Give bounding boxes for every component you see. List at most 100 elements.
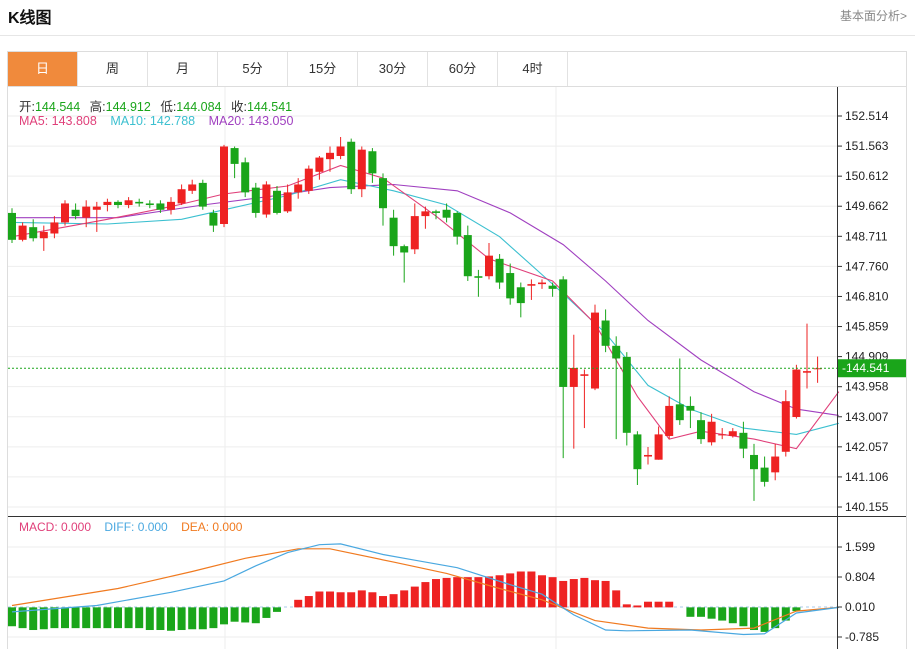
candle-body-56	[601, 320, 610, 346]
macd-bar-34	[368, 592, 377, 608]
macd-tick-label-0: 1.599	[845, 540, 875, 554]
candle-body-1	[18, 225, 27, 240]
low-label: 低:	[160, 100, 177, 114]
tab-day[interactable]: 日	[8, 52, 78, 86]
macd-bar-49	[527, 571, 536, 608]
macd-bar-52	[559, 580, 568, 608]
candle-body-71	[760, 467, 769, 482]
ma10-line	[11, 179, 839, 435]
macd-bar-22	[241, 607, 250, 623]
current-price-tag	[838, 359, 906, 378]
price-tick-label-6: 146.810	[845, 289, 889, 303]
macd-bar-7	[82, 607, 91, 629]
macd-bar-65	[697, 607, 705, 617]
candle-body-66	[707, 421, 716, 443]
macd-bar-71	[760, 607, 769, 632]
tab-30min[interactable]: 30分	[358, 52, 428, 86]
candle-body-20	[220, 146, 228, 225]
candle-body-38	[410, 216, 419, 250]
macd-bar-40	[432, 579, 440, 608]
candle-body-60	[644, 454, 652, 457]
macd-bar-0	[8, 607, 16, 627]
candle-body-62	[665, 405, 674, 436]
macd-bar-5	[61, 607, 69, 629]
macd-bar-57	[612, 590, 621, 608]
candle-body-34	[368, 151, 377, 174]
candle-body-16	[177, 189, 186, 204]
price-tick-label-0: 152.514	[845, 109, 889, 123]
candle-body-6	[71, 209, 80, 217]
candle-body-7	[82, 206, 91, 218]
period-tabs: 日 周 月 5分 15分 30分 60分 4时	[7, 51, 907, 87]
candle-body-44	[474, 276, 483, 278]
macd-bar-69	[739, 607, 748, 627]
close-label: 收:	[230, 100, 247, 114]
macd-bar-10	[114, 607, 122, 629]
price-tick-label-3: 149.662	[845, 199, 889, 213]
tab-4hour[interactable]: 4时	[498, 52, 568, 86]
candle-body-75	[803, 371, 811, 373]
macd-bar-73	[781, 607, 790, 621]
macd-bar-56	[601, 580, 610, 608]
macd-bar-23	[251, 607, 260, 624]
candle-body-28	[304, 168, 313, 191]
macd-bar-38	[410, 586, 419, 608]
tab-60min[interactable]: 60分	[428, 52, 498, 86]
candle-body-45	[485, 255, 493, 277]
macd-bar-16	[177, 607, 186, 631]
macd-bar-29	[315, 591, 324, 608]
candle-body-11	[124, 200, 133, 206]
macd-bar-4	[50, 607, 59, 629]
tab-month[interactable]: 月	[148, 52, 218, 86]
macd-bar-51	[548, 577, 557, 608]
macd-bar-17	[188, 607, 197, 630]
candle-body-5	[61, 203, 69, 223]
macd-bar-59	[633, 605, 642, 608]
candle-body-23	[251, 187, 260, 213]
macd-bar-50	[538, 575, 546, 608]
price-tick-label-9: 143.958	[845, 380, 889, 394]
candle-body-63	[675, 404, 684, 421]
macd-bar-45	[485, 576, 493, 608]
macd-bar-1	[18, 607, 27, 629]
macd-bar-44	[474, 577, 483, 608]
open-value: 144.544	[34, 100, 81, 114]
candle-body-22	[241, 162, 250, 193]
macd-readout: MACD: 0.000 DIFF: 0.000 DEA: 0.000	[19, 520, 242, 534]
macd-bar-74	[792, 607, 801, 612]
tab-week[interactable]: 周	[78, 52, 148, 86]
candle-body-24	[262, 184, 271, 215]
candle-body-70	[750, 454, 758, 470]
header-divider	[0, 35, 915, 36]
macd-bar-67	[718, 607, 727, 621]
close-value: 144.541	[246, 100, 293, 114]
candle-body-27	[294, 184, 303, 193]
kline-chart-panel[interactable]: 152.514 151.563 150.612 149.662 148.711 147.7…	[7, 87, 907, 649]
macd-bar-31	[336, 592, 345, 608]
fundamental-analysis-link[interactable]: 基本面分析>	[839, 9, 907, 23]
diff-value: DIFF: 0.000	[104, 520, 168, 534]
macd-bar-20	[220, 607, 228, 625]
candle-body-52	[559, 279, 568, 387]
candle-body-55	[591, 312, 599, 389]
price-tick-label-4: 148.711	[845, 229, 888, 243]
macd-bar-54	[580, 577, 589, 608]
candle-body-35	[379, 178, 387, 209]
macd-bar-13	[145, 607, 154, 631]
candle-body-32	[347, 141, 356, 190]
open-label: 开:	[19, 100, 35, 114]
macd-bar-47	[506, 573, 515, 608]
candle-body-73	[781, 401, 790, 452]
kline-chart[interactable]: 152.514 151.563 150.612 149.662 148.711 147.7…	[8, 87, 906, 649]
candle-body-64	[686, 405, 695, 411]
tab-5min[interactable]: 5分	[218, 52, 288, 86]
macd-bar-43	[463, 577, 472, 608]
candle-body-31	[336, 146, 345, 156]
macd-tick-label-2: 0.010	[845, 600, 875, 614]
price-tick-label-1: 151.563	[845, 139, 889, 153]
candle-body-33	[357, 149, 366, 190]
macd-bar-32	[347, 592, 356, 608]
tab-15min[interactable]: 15分	[288, 52, 358, 86]
dea-value: DEA: 0.000	[181, 520, 243, 534]
candle-body-10	[114, 201, 122, 206]
